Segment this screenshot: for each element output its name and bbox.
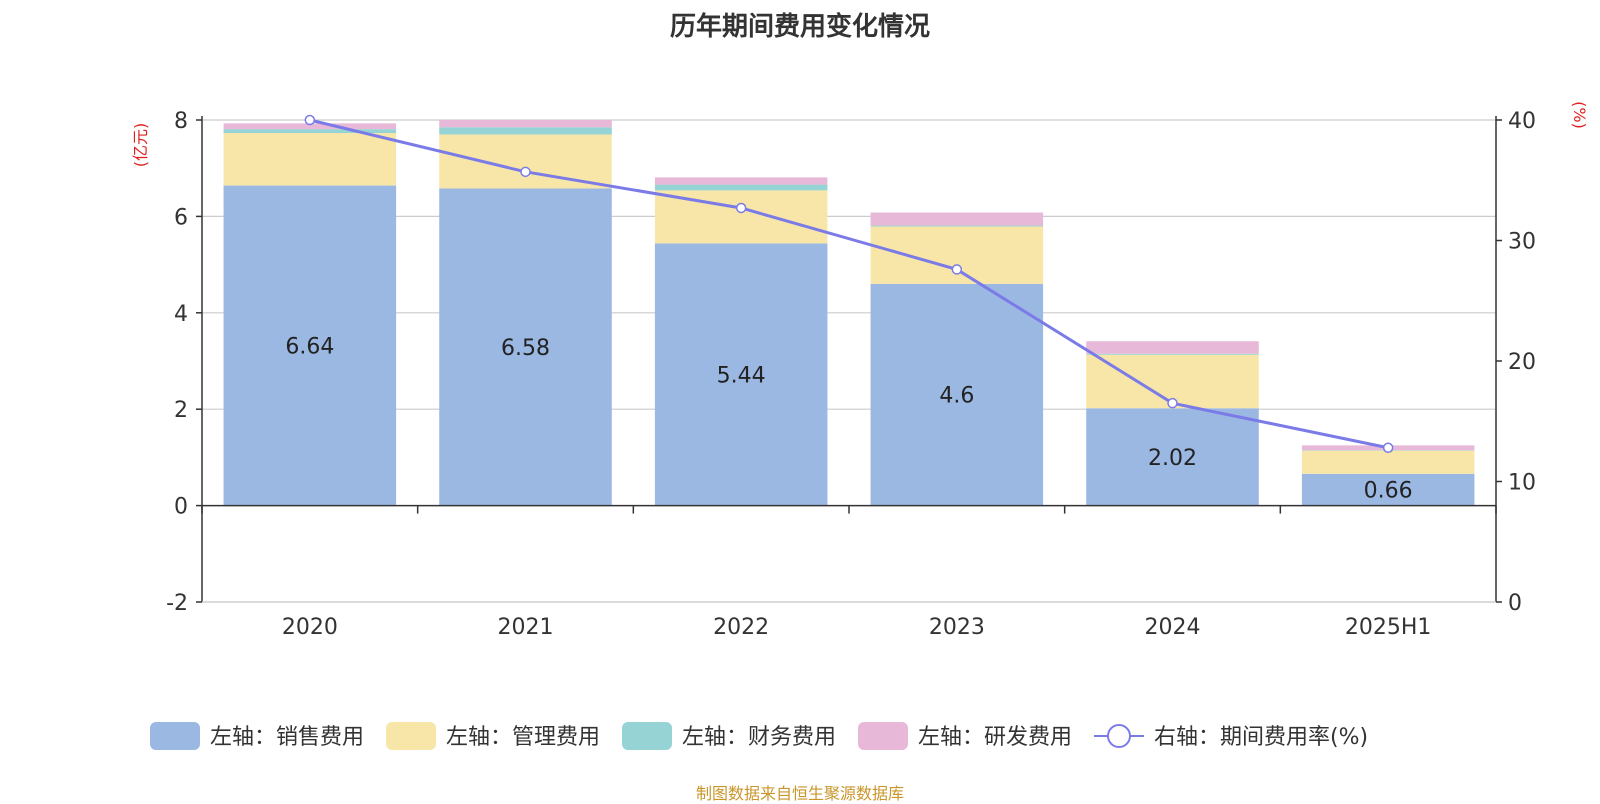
legend-label: 左轴：管理费用 [446,725,600,750]
legend-swatch [622,722,672,750]
data-label: 6.64 [285,335,334,360]
bar-segment [871,227,1044,284]
legend-label: 左轴：销售费用 [210,725,364,750]
bar-segment [655,185,828,191]
bar-segment [655,177,828,184]
left-axis-unit-label: (亿元) [131,123,150,168]
right-axis-tick-label: 0 [1508,591,1522,616]
legend-swatch [386,722,436,750]
x-axis-tick-label: 2023 [929,615,985,640]
bar-segment [439,127,612,134]
bar-segment [224,129,397,133]
data-label: 5.44 [717,363,766,388]
right-axis-tick-label: 10 [1508,471,1536,496]
data-label: 0.66 [1364,479,1413,504]
rate-point [305,116,314,125]
legend-swatch [858,722,908,750]
x-axis-tick-label: 2022 [713,615,769,640]
data-label: 4.6 [939,384,974,409]
left-axis-tick-label: 2 [174,398,188,423]
x-axis-tick-label: 2025H1 [1345,615,1432,640]
bar-segment [1086,341,1259,354]
chart-svg: -2 0 2 4 6 8 (亿元) 0 10 20 30 40 (%) 2020 2021 2022 2023 2… [0,0,1600,780]
right-axis-tick-label: 40 [1508,109,1536,134]
bar-segment [871,213,1044,226]
x-axis-tick-label: 2024 [1145,615,1201,640]
bar-segment [1302,451,1475,474]
right-axis-unit-label: (%) [1570,101,1589,129]
source-note: 制图数据来自恒生聚源数据库 [0,780,1600,804]
rate-point [1168,399,1177,408]
left-axis-tick-label: 4 [174,302,188,327]
left-axis-tick-label: 0 [174,495,188,520]
legend-label: 左轴：财务费用 [682,725,836,750]
bar-segment [871,226,1044,227]
right-axis-tick-label: 30 [1508,230,1536,255]
rate-point [737,203,746,212]
bar-segment [439,134,612,188]
bar-segment [439,120,612,127]
x-axis-tick-label: 2021 [498,615,554,640]
legend-label: 左轴：研发费用 [918,725,1072,750]
data-label: 2.02 [1148,446,1197,471]
rate-point [952,265,961,274]
bar-segment [1086,354,1259,355]
legend-label: 右轴：期间费用率(%) [1154,725,1368,750]
right-axis-tick-label: 20 [1508,350,1536,375]
left-axis-tick-label: 6 [174,205,188,230]
data-label: 6.58 [501,336,550,361]
legend-swatch [150,722,200,750]
bar-segment [224,133,397,186]
left-axis-tick-label: 8 [174,109,188,134]
rate-point [521,167,530,176]
x-axis-tick-label: 2020 [282,615,338,640]
rate-point [1384,443,1393,452]
left-axis-tick-label: -2 [166,591,188,616]
chart-title: 历年期间费用变化情况 [0,6,1600,43]
legend-marker [1108,725,1130,747]
